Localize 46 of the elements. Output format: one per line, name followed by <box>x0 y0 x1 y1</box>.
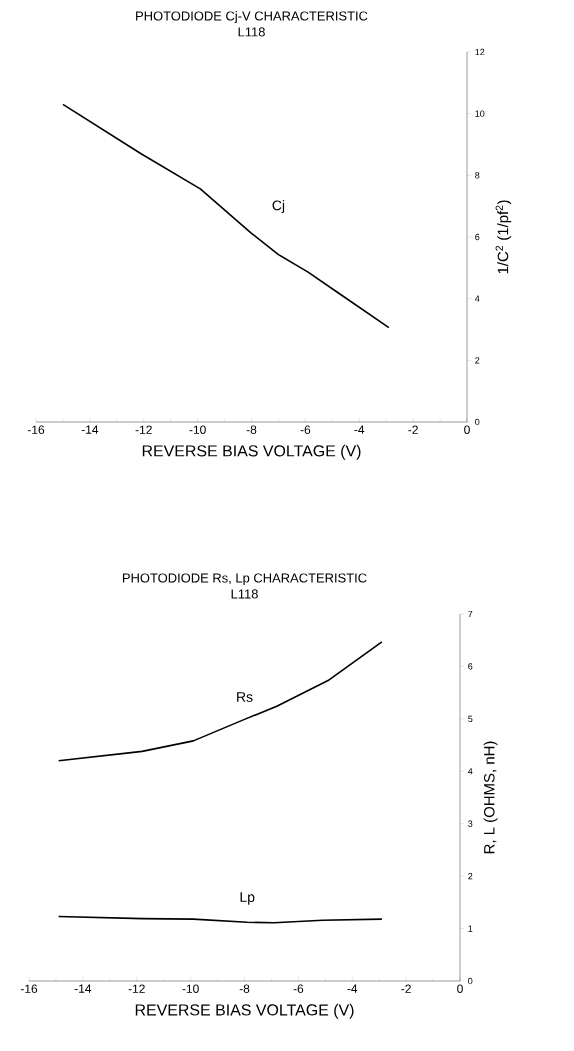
y-axis-title: 1/C$^{2}$ (1/pf$^{2}$) <box>495 200 512 274</box>
y-tick-label: 10 <box>475 110 485 117</box>
y-tick-label: 4 <box>474 295 480 302</box>
y-tick-label: 2 <box>475 357 480 364</box>
y-tick-label: 6 <box>475 233 480 241</box>
x-tick-label: -6 <box>293 984 304 993</box>
x-tick-label: -4 <box>347 984 358 993</box>
y-axis-title: R, L (OHMS, nH) <box>483 741 498 854</box>
y-tick-label: 4 <box>467 768 473 775</box>
x-tick-label: -16 <box>20 984 38 993</box>
y-tick-label: 0 <box>475 418 480 426</box>
x-tick-label: -4 <box>354 425 365 434</box>
x-tick-label: -14 <box>74 984 92 993</box>
y-tick-label: 2 <box>468 873 473 880</box>
line-series <box>57 640 383 762</box>
x-tick-label: 0 <box>457 984 463 993</box>
y-tick-label: 7 <box>468 610 473 618</box>
x-tick-label: -10 <box>189 425 206 434</box>
chart-title: PHOTODIODE Rs, Lp CHARACTERISTIC <box>122 573 367 586</box>
x-tick-label: -12 <box>128 984 145 993</box>
line-series <box>62 103 390 329</box>
y-tick-label: 0 <box>468 977 473 985</box>
chart-title: PHOTODIODE Cj-V CHARACTERISTIC <box>136 11 368 24</box>
x-tick-label: -2 <box>408 425 418 434</box>
x-tick-label: -8 <box>239 984 250 993</box>
series-label: Rs <box>237 692 253 702</box>
x-tick-label: -6 <box>300 425 311 434</box>
y-tick-label: 5 <box>468 715 473 722</box>
x-tick-label: -8 <box>246 425 257 434</box>
x-tick-label: -16 <box>27 425 45 434</box>
x-axis-title: REVERSE BIAS VOLTAGE (V) <box>142 444 361 460</box>
x-tick-label: -10 <box>182 984 199 993</box>
x-axis-title: REVERSE BIAS VOLTAGE (V) <box>135 1003 354 1019</box>
chart-subtitle: L118 <box>238 27 265 37</box>
y-tick-label: 6 <box>468 663 473 670</box>
chart-subtitle: L118 <box>231 589 258 599</box>
text: Cj <box>272 200 285 214</box>
y-tick-label: 1 <box>468 925 473 932</box>
y-tick-label: 3 <box>468 820 473 827</box>
line-series <box>57 915 383 924</box>
x-tick-label: -2 <box>401 984 411 993</box>
y-tick-label: 8 <box>475 172 480 179</box>
x-tick-label: -12 <box>135 425 152 434</box>
series-label: Lp <box>240 892 255 905</box>
x-tick-label: -14 <box>81 425 99 434</box>
y-tick-label: 12 <box>475 48 485 56</box>
